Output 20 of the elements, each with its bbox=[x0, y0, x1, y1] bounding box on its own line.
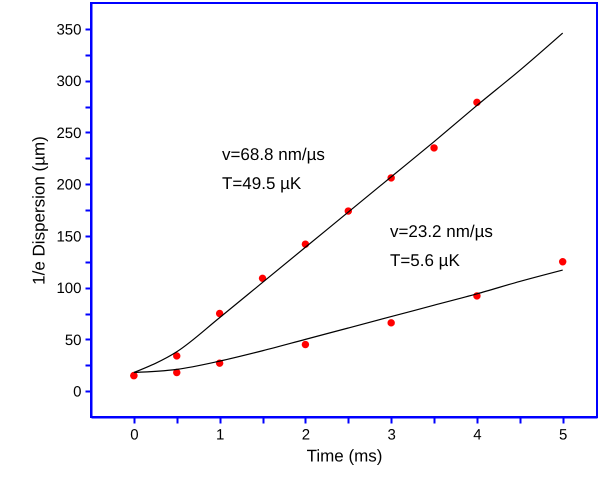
annotation: T=49.5 µK bbox=[222, 174, 302, 193]
annotation: T=5.6 µK bbox=[390, 251, 460, 270]
x-tick-label: 5 bbox=[559, 426, 568, 444]
y-tick-label: 250 bbox=[56, 124, 82, 142]
y-axis-title: 1/e Dispersion (µm) bbox=[29, 136, 48, 285]
annotation: v=23.2 nm/µs bbox=[390, 222, 493, 241]
x-tick-label: 3 bbox=[388, 426, 396, 444]
y-tick-label: 350 bbox=[56, 21, 82, 38]
y-tick-label: 100 bbox=[56, 280, 82, 298]
x-tick-label: 1 bbox=[216, 426, 224, 444]
x-tick-label: 2 bbox=[302, 426, 310, 444]
x-tick-label: 0 bbox=[130, 426, 139, 444]
x-tick-label: 4 bbox=[473, 426, 482, 444]
y-tick-label: 150 bbox=[56, 228, 82, 246]
annotation: v=68.8 nm/µs bbox=[222, 145, 325, 164]
y-tick-label: 200 bbox=[56, 176, 82, 194]
y-tick-label: 300 bbox=[56, 73, 82, 90]
x-axis-title: Time (ms) bbox=[306, 446, 382, 466]
y-tick-label: 50 bbox=[64, 332, 82, 349]
y-tick-label: 0 bbox=[73, 384, 82, 401]
